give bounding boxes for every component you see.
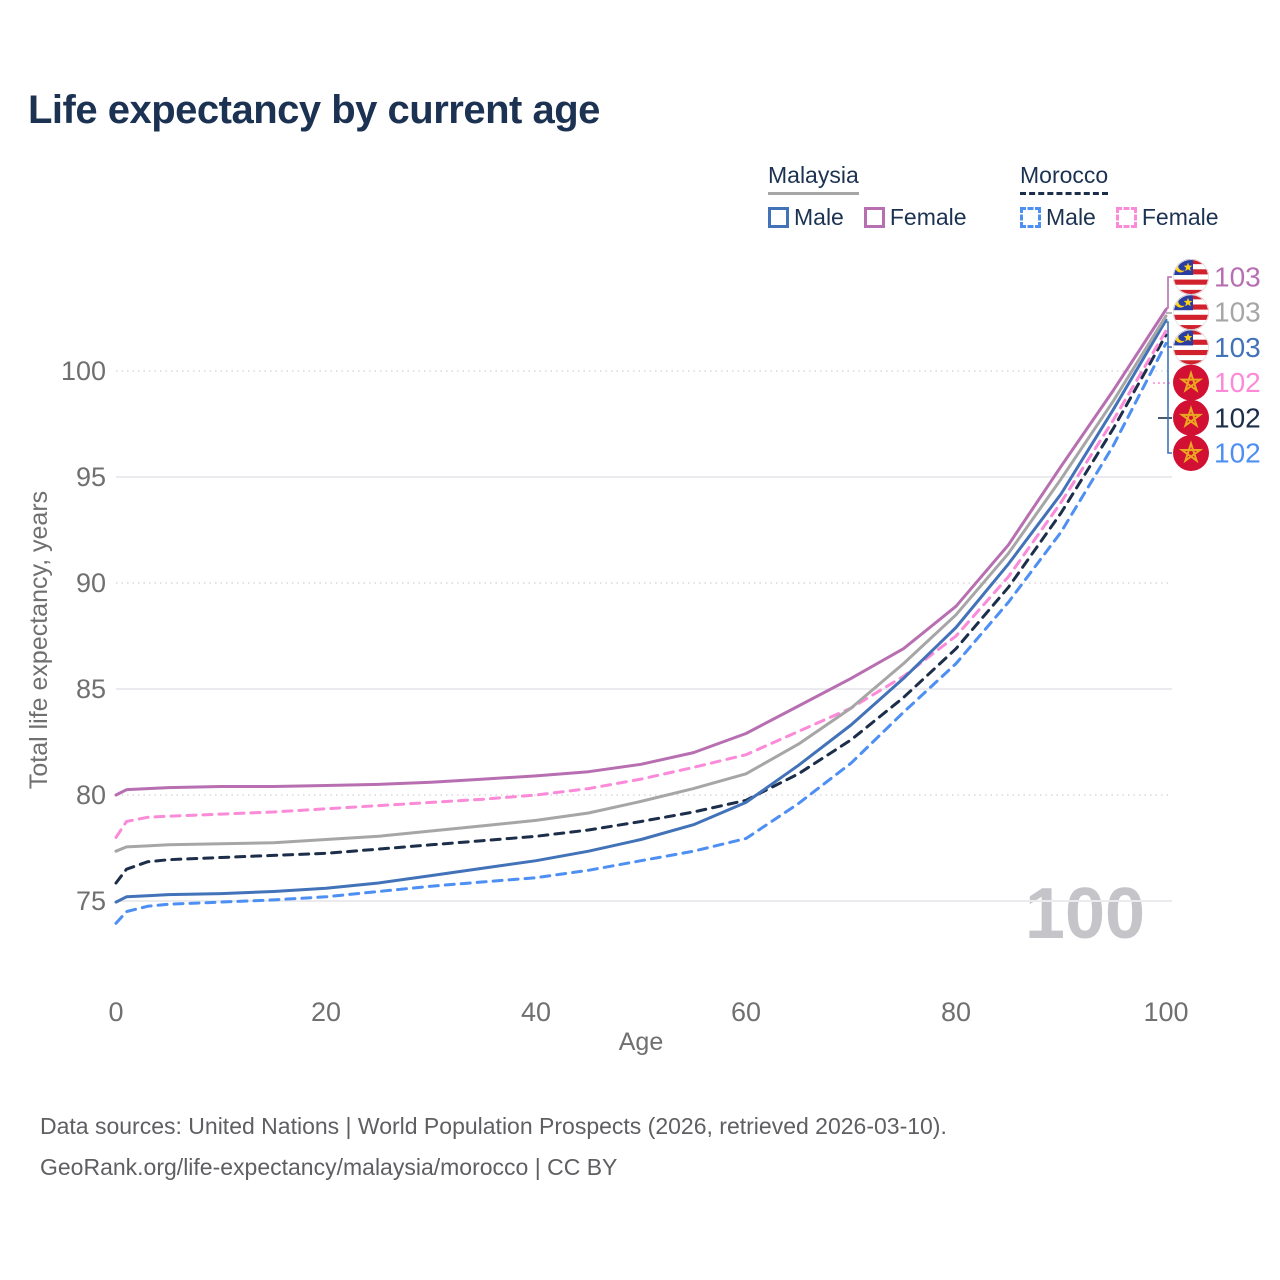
series-line-malaysia-female [114,308,1168,797]
series-line-malaysia [114,314,1168,853]
x-axis-title: Age [619,1028,663,1056]
x-tick-label-40: 40 [521,997,551,1027]
series-line-morocco-male [114,341,1168,925]
chart-legend: Malaysia Male Female Morocco Male Female [0,162,1280,242]
legend-swatch-icon [1020,207,1041,228]
end-label-connector-0 [1166,276,1172,309]
footer-data-sources: Data sources: United Nations | World Pop… [40,1113,947,1139]
x-tick-label-80: 80 [941,997,971,1027]
end-value-label-malaysia: 103 [1214,297,1261,328]
series-line-malaysia-male [114,318,1168,904]
legend-country-label: Malaysia [768,162,859,195]
footer-attribution: GeoRank.org/life-expectancy/malaysia/mor… [40,1154,618,1180]
page-title: Life expectancy by current age [28,88,600,132]
watermark-age-100: 100 [1025,874,1145,954]
morocco-flag-icon [1173,364,1209,401]
series-line-morocco [114,333,1168,885]
legend-item-morocco-female: Female [1115,204,1219,231]
end-value-label-malaysia-female: 103 [1214,262,1261,293]
end-value-label-morocco: 102 [1214,402,1261,433]
malaysia-flag-icon [1173,294,1209,331]
y-tick-label-95: 95 [76,462,106,492]
end-value-label-malaysia-male: 103 [1214,332,1261,363]
footer: Data sources: United Nations | World Pop… [40,1106,947,1188]
end-value-label-morocco-female: 102 [1214,367,1261,398]
end-value-label-morocco-male: 102 [1214,438,1261,469]
y-axis-title: Total life expectancy, years [25,491,53,789]
legend-swatch-icon [1115,207,1137,228]
y-tick-label-90: 90 [76,568,106,598]
legend-item-malaysia-female: Female [863,204,967,231]
legend-sex-label: Male [1046,204,1096,230]
x-tick-label-60: 60 [731,997,761,1027]
legend-group-morocco: Morocco Male Female [1020,162,1219,231]
x-tick-label-20: 20 [311,997,341,1027]
end-label-connector-5 [1167,347,1172,454]
legend-sex-label: Female [1141,204,1219,230]
x-tick-label-100: 100 [1143,997,1188,1027]
morocco-flag-icon [1173,435,1209,471]
legend-sex-label: Female [889,204,967,230]
legend-item-malaysia-male: Male [768,204,844,231]
x-tick-label-0: 0 [108,997,123,1027]
end-label-connector-2 [1166,321,1172,348]
legend-country-label: Morocco [1020,162,1109,195]
legend-swatch-icon [863,207,885,228]
y-tick-label-80: 80 [76,780,106,810]
y-tick-label-100: 100 [61,356,106,386]
legend-group-malaysia: Malaysia Male Female [768,162,967,231]
malaysia-flag-icon [1173,259,1209,295]
legend-sex-label: Male [794,204,844,230]
legend-swatch-icon [768,207,789,228]
legend-item-morocco-male: Male [1020,204,1096,231]
series-line-morocco-female [114,329,1168,839]
y-tick-label-85: 85 [76,674,106,704]
malaysia-flag-icon [1173,329,1209,366]
y-tick-label-75: 75 [76,886,106,916]
morocco-flag-icon [1173,399,1209,436]
